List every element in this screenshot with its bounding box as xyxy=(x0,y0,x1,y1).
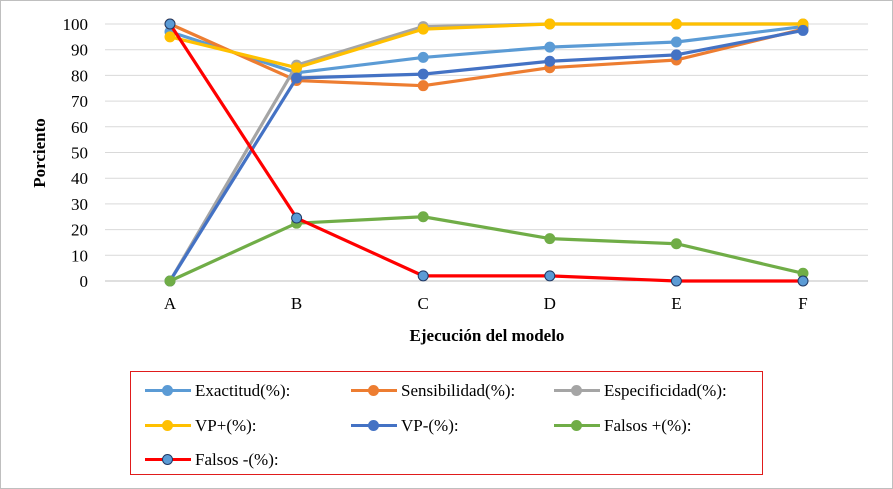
data-point xyxy=(670,36,682,48)
series-6 xyxy=(164,18,809,287)
data-point xyxy=(670,18,682,30)
y-tick-label: 50 xyxy=(71,144,88,163)
legend-label: VP+(%): xyxy=(195,416,257,435)
data-point xyxy=(164,18,176,30)
legend-swatch xyxy=(554,380,600,402)
series-line xyxy=(169,24,804,75)
series-line xyxy=(168,28,804,282)
data-point xyxy=(544,41,556,53)
y-tick-label: 20 xyxy=(71,221,88,240)
series-1 xyxy=(164,18,809,92)
gridlines xyxy=(105,23,868,282)
data-point xyxy=(291,72,303,84)
series-line xyxy=(168,23,803,283)
legend-swatch xyxy=(145,449,191,471)
data-point xyxy=(417,211,429,223)
legend-item: Exactitud(%): xyxy=(145,380,290,402)
legend-swatch xyxy=(145,380,191,402)
data-point xyxy=(417,51,429,63)
legend-item: VP-(%): xyxy=(351,415,459,437)
data-point xyxy=(797,275,809,287)
x-axis-title: Ejecución del modelo xyxy=(410,326,565,345)
data-point xyxy=(291,212,303,224)
y-tick-label: 70 xyxy=(71,92,88,111)
x-tick-label: E xyxy=(671,294,681,313)
x-tick-label: B xyxy=(291,294,302,313)
legend-swatch xyxy=(351,415,397,437)
x-tick-label: F xyxy=(798,294,807,313)
data-point xyxy=(544,233,556,245)
y-tick-label: 10 xyxy=(71,246,88,265)
data-point xyxy=(417,80,429,92)
series-line xyxy=(169,22,803,70)
x-tick-label: C xyxy=(418,294,429,313)
series-lines xyxy=(164,18,809,287)
y-axis-ticks: 0 10 20 30 40 50 60 70 80 90 100 xyxy=(63,15,89,291)
y-axis-title: Porciento xyxy=(30,118,49,188)
data-point xyxy=(417,23,429,35)
legend-item: Especificidad(%): xyxy=(554,380,727,402)
data-point xyxy=(544,270,556,282)
data-point xyxy=(544,18,556,30)
y-tick-label: 90 xyxy=(71,41,88,60)
legend-item: VP+(%): xyxy=(145,415,257,437)
legend-label: Especificidad(%): xyxy=(604,381,727,400)
data-point xyxy=(670,275,682,287)
y-tick-label: 30 xyxy=(71,195,88,214)
data-point xyxy=(417,68,429,80)
legend-label: Sensibilidad(%): xyxy=(401,381,516,400)
data-point xyxy=(417,270,429,282)
legend-swatch xyxy=(554,415,600,437)
x-tick-label: A xyxy=(164,294,177,313)
data-point xyxy=(164,275,176,287)
y-tick-label: 0 xyxy=(80,272,89,291)
y-tick-label: 60 xyxy=(71,118,88,137)
data-point xyxy=(670,49,682,61)
data-point xyxy=(670,238,682,250)
legend-item: Sensibilidad(%): xyxy=(351,380,515,402)
data-point xyxy=(291,62,303,74)
data-point xyxy=(164,31,176,43)
y-tick-label: 40 xyxy=(71,169,88,188)
x-tick-label: D xyxy=(544,294,556,313)
legend-item: Falsos -(%): xyxy=(145,449,279,471)
y-tick-label: 100 xyxy=(63,15,89,34)
legend-swatch xyxy=(145,415,191,437)
x-axis-ticks: A B C D E F xyxy=(164,294,808,313)
series-line xyxy=(169,22,804,88)
y-tick-label: 80 xyxy=(71,66,88,85)
legend-label: Exactitud(%): xyxy=(195,381,291,400)
legend-swatch xyxy=(351,380,397,402)
data-point xyxy=(797,24,809,36)
legend-label: Falsos -(%): xyxy=(195,450,279,469)
chart-legend: Exactitud(%): Sensibilidad(%): Especificid… xyxy=(130,371,763,475)
legend-label: VP-(%): xyxy=(401,416,459,435)
legend-label: Falsos +(%): xyxy=(604,416,692,435)
legend-item: Falsos +(%): xyxy=(554,415,692,437)
data-point xyxy=(544,55,556,67)
series-line xyxy=(169,215,804,283)
